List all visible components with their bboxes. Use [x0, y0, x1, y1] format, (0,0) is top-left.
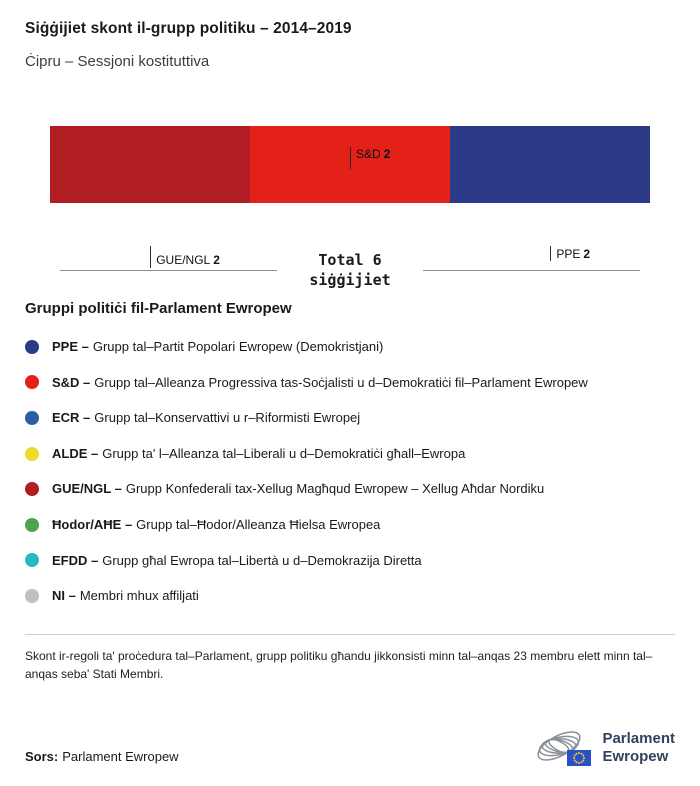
tick-mark-ppe	[550, 246, 552, 261]
page-title: Siġġijiet skont il-grupp politiku – 2014…	[25, 20, 352, 37]
legend-abbr: NI –	[52, 588, 76, 604]
legend-item-hodor-ahe: Ħodor/AĦE – Grupp tal–Ħodor/Alleanza Ħiel…	[25, 507, 675, 543]
legend-title: Gruppi politiċi fil-Parlament Ewropew	[25, 300, 292, 317]
legend-abbr: ALDE –	[52, 445, 99, 461]
legend-desc: Grupp tal–Konservattivi u r–Riformisti E…	[94, 410, 361, 426]
legend-item-efdd: EFDD – Grupp għal Ewropa tal–Libertà u d–…	[25, 543, 675, 579]
series-name: S&D	[356, 147, 381, 161]
ep-hemicycle-icon	[537, 731, 592, 766]
legend-abbr: S&D –	[52, 374, 91, 390]
divider-left	[60, 270, 278, 271]
ep-logo-line1: Parlament	[602, 730, 675, 747]
tick-mark-sd	[350, 147, 351, 169]
legend-abbr: Ħodor/AĦE –	[52, 516, 133, 532]
footnote: Skont ir-regoli ta' proċedura tal–Parlam…	[25, 648, 653, 682]
annotation-ppe: PPE 2	[550, 246, 590, 261]
legend-item-gue-ngl: GUE/NGL – Grupp Konfederali tax-Xellug Ma…	[25, 471, 675, 507]
bar-segment-ppe	[450, 126, 650, 203]
legend-item-ppe: PPE – Grupp tal–Partit Popolari Ewropew (…	[25, 329, 675, 365]
annotation-ppe-label: PPE 2	[551, 247, 590, 261]
legend-item-ni: NI – Membri mhux affiljati	[25, 578, 675, 614]
ppe-color-dot	[25, 339, 39, 354]
annotation-gue-ngl-label: GUE/NGL 2	[151, 253, 220, 267]
legend-desc: Grupp ta' l–Alleanza tal–Liberali u d–De…	[102, 445, 466, 461]
series-name: PPE	[556, 247, 581, 261]
annotation-gue-ngl: GUE/NGL 2	[150, 246, 220, 268]
total-seats: Total 6 siġġijiet	[60, 251, 640, 290]
sd-color-dot	[25, 375, 39, 390]
divider-right	[422, 270, 640, 271]
series-value: 2	[383, 147, 391, 161]
legend-desc: Grupp tal–Alleanza Progressiva tas-Soċja…	[94, 374, 588, 390]
series-value: 2	[583, 247, 591, 261]
gue-ngl-color-dot	[25, 482, 39, 497]
legend-item-ecr: ECR – Grupp tal–Konservattivi u r–Riformi…	[25, 400, 675, 436]
series-name: GUE/NGL	[156, 253, 211, 267]
efdd-color-dot	[25, 553, 39, 568]
legend-abbr: ECR –	[52, 410, 91, 426]
annotation-sd: S&D 2	[350, 126, 390, 169]
seat-chart: S&D 2 GUE/NGL 2 PPE 2	[50, 126, 650, 268]
legend-desc: Grupp tal–Partit Popolari Ewropew (Demok…	[92, 339, 384, 354]
footnote-divider	[25, 633, 675, 635]
page-footer: Sors: Parlament Ewropew	[25, 724, 675, 772]
stacked-bar	[50, 126, 650, 203]
ep-logo-wordmark: Parlament Ewropew	[602, 730, 675, 766]
legend-abbr: GUE/NGL –	[52, 481, 122, 497]
legend-desc: Grupp għal Ewropa tal–Libertà u d–Demokr…	[102, 552, 422, 568]
eu-flag-icon	[567, 750, 592, 766]
european-parliament-logo: Parlament Ewropew	[534, 724, 675, 772]
tick-mark-gue-ngl	[150, 246, 152, 268]
source-line: Sors: Parlament Ewropew	[25, 749, 179, 764]
ecr-color-dot	[25, 410, 39, 425]
total-line1: Total 6	[318, 251, 382, 269]
series-value: 2	[213, 253, 220, 267]
bar-segment-gue-ngl	[50, 126, 250, 203]
legend-desc: Grupp Konfederali tax-Xellug Magħqud Ewr…	[125, 481, 545, 497]
legend-item-sd: S&D – Grupp tal–Alleanza Progressiva tas-…	[25, 365, 675, 401]
legend-abbr: PPE –	[52, 339, 89, 354]
hodor-ahe-color-dot	[25, 517, 39, 532]
ep-logo-line2: Ewropew	[602, 748, 669, 765]
annotation-sd-label: S&D 2	[351, 147, 390, 161]
alde-color-dot	[25, 446, 39, 461]
source-label: Sors:	[25, 749, 59, 764]
total-line2: siġġijiet	[309, 270, 391, 289]
legend-desc: Membri mhux affiljati	[79, 588, 199, 604]
source-value: Parlament Ewropew	[62, 749, 179, 764]
legend-desc: Grupp tal–Ħodor/Alleanza Ħielsa Ewropea	[136, 516, 381, 532]
total-seats-label: Total 6 siġġijiet	[277, 251, 422, 290]
legend-item-alde: ALDE – Grupp ta' l–Alleanza tal–Liberali …	[25, 436, 675, 472]
legend-abbr: EFDD –	[52, 552, 99, 568]
page-subtitle: Ċipru – Sessjoni kostituttiva	[25, 53, 210, 70]
legend-list: PPE – Grupp tal–Partit Popolari Ewropew (…	[25, 329, 675, 614]
ni-color-dot	[25, 588, 39, 603]
